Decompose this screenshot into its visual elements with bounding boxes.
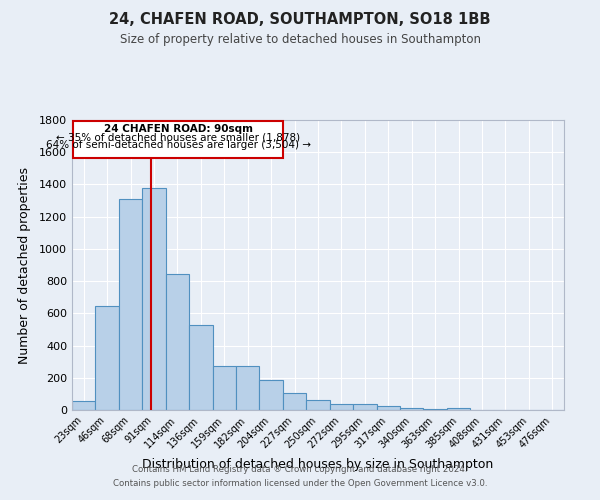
Bar bbox=[283, 393, 306, 410]
Text: Contains HM Land Registry data ® Crown copyright and database right 2024.
Contai: Contains HM Land Registry data ® Crown c… bbox=[113, 466, 487, 487]
Bar bbox=[424, 409, 447, 410]
X-axis label: Distribution of detached houses by size in Southampton: Distribution of detached houses by size … bbox=[142, 458, 494, 471]
Text: 24 CHAFEN ROAD: 90sqm: 24 CHAFEN ROAD: 90sqm bbox=[104, 124, 253, 134]
Bar bbox=[353, 404, 377, 410]
Y-axis label: Number of detached properties: Number of detached properties bbox=[17, 166, 31, 364]
FancyBboxPatch shape bbox=[73, 121, 283, 158]
Bar bbox=[306, 400, 330, 410]
Bar bbox=[212, 366, 236, 410]
Bar bbox=[259, 380, 283, 410]
Bar bbox=[119, 199, 142, 410]
Text: Size of property relative to detached houses in Southampton: Size of property relative to detached ho… bbox=[119, 32, 481, 46]
Bar bbox=[95, 306, 119, 410]
Bar bbox=[142, 188, 166, 410]
Text: 64% of semi-detached houses are larger (3,504) →: 64% of semi-detached houses are larger (… bbox=[46, 140, 311, 149]
Bar bbox=[377, 406, 400, 410]
Bar bbox=[400, 408, 424, 410]
Text: ← 35% of detached houses are smaller (1,878): ← 35% of detached houses are smaller (1,… bbox=[56, 132, 300, 142]
Bar bbox=[72, 401, 95, 410]
Bar bbox=[189, 324, 212, 410]
Bar bbox=[166, 274, 189, 410]
Bar bbox=[447, 408, 470, 410]
Bar bbox=[236, 366, 259, 410]
Bar bbox=[330, 404, 353, 410]
Text: 24, CHAFEN ROAD, SOUTHAMPTON, SO18 1BB: 24, CHAFEN ROAD, SOUTHAMPTON, SO18 1BB bbox=[109, 12, 491, 28]
